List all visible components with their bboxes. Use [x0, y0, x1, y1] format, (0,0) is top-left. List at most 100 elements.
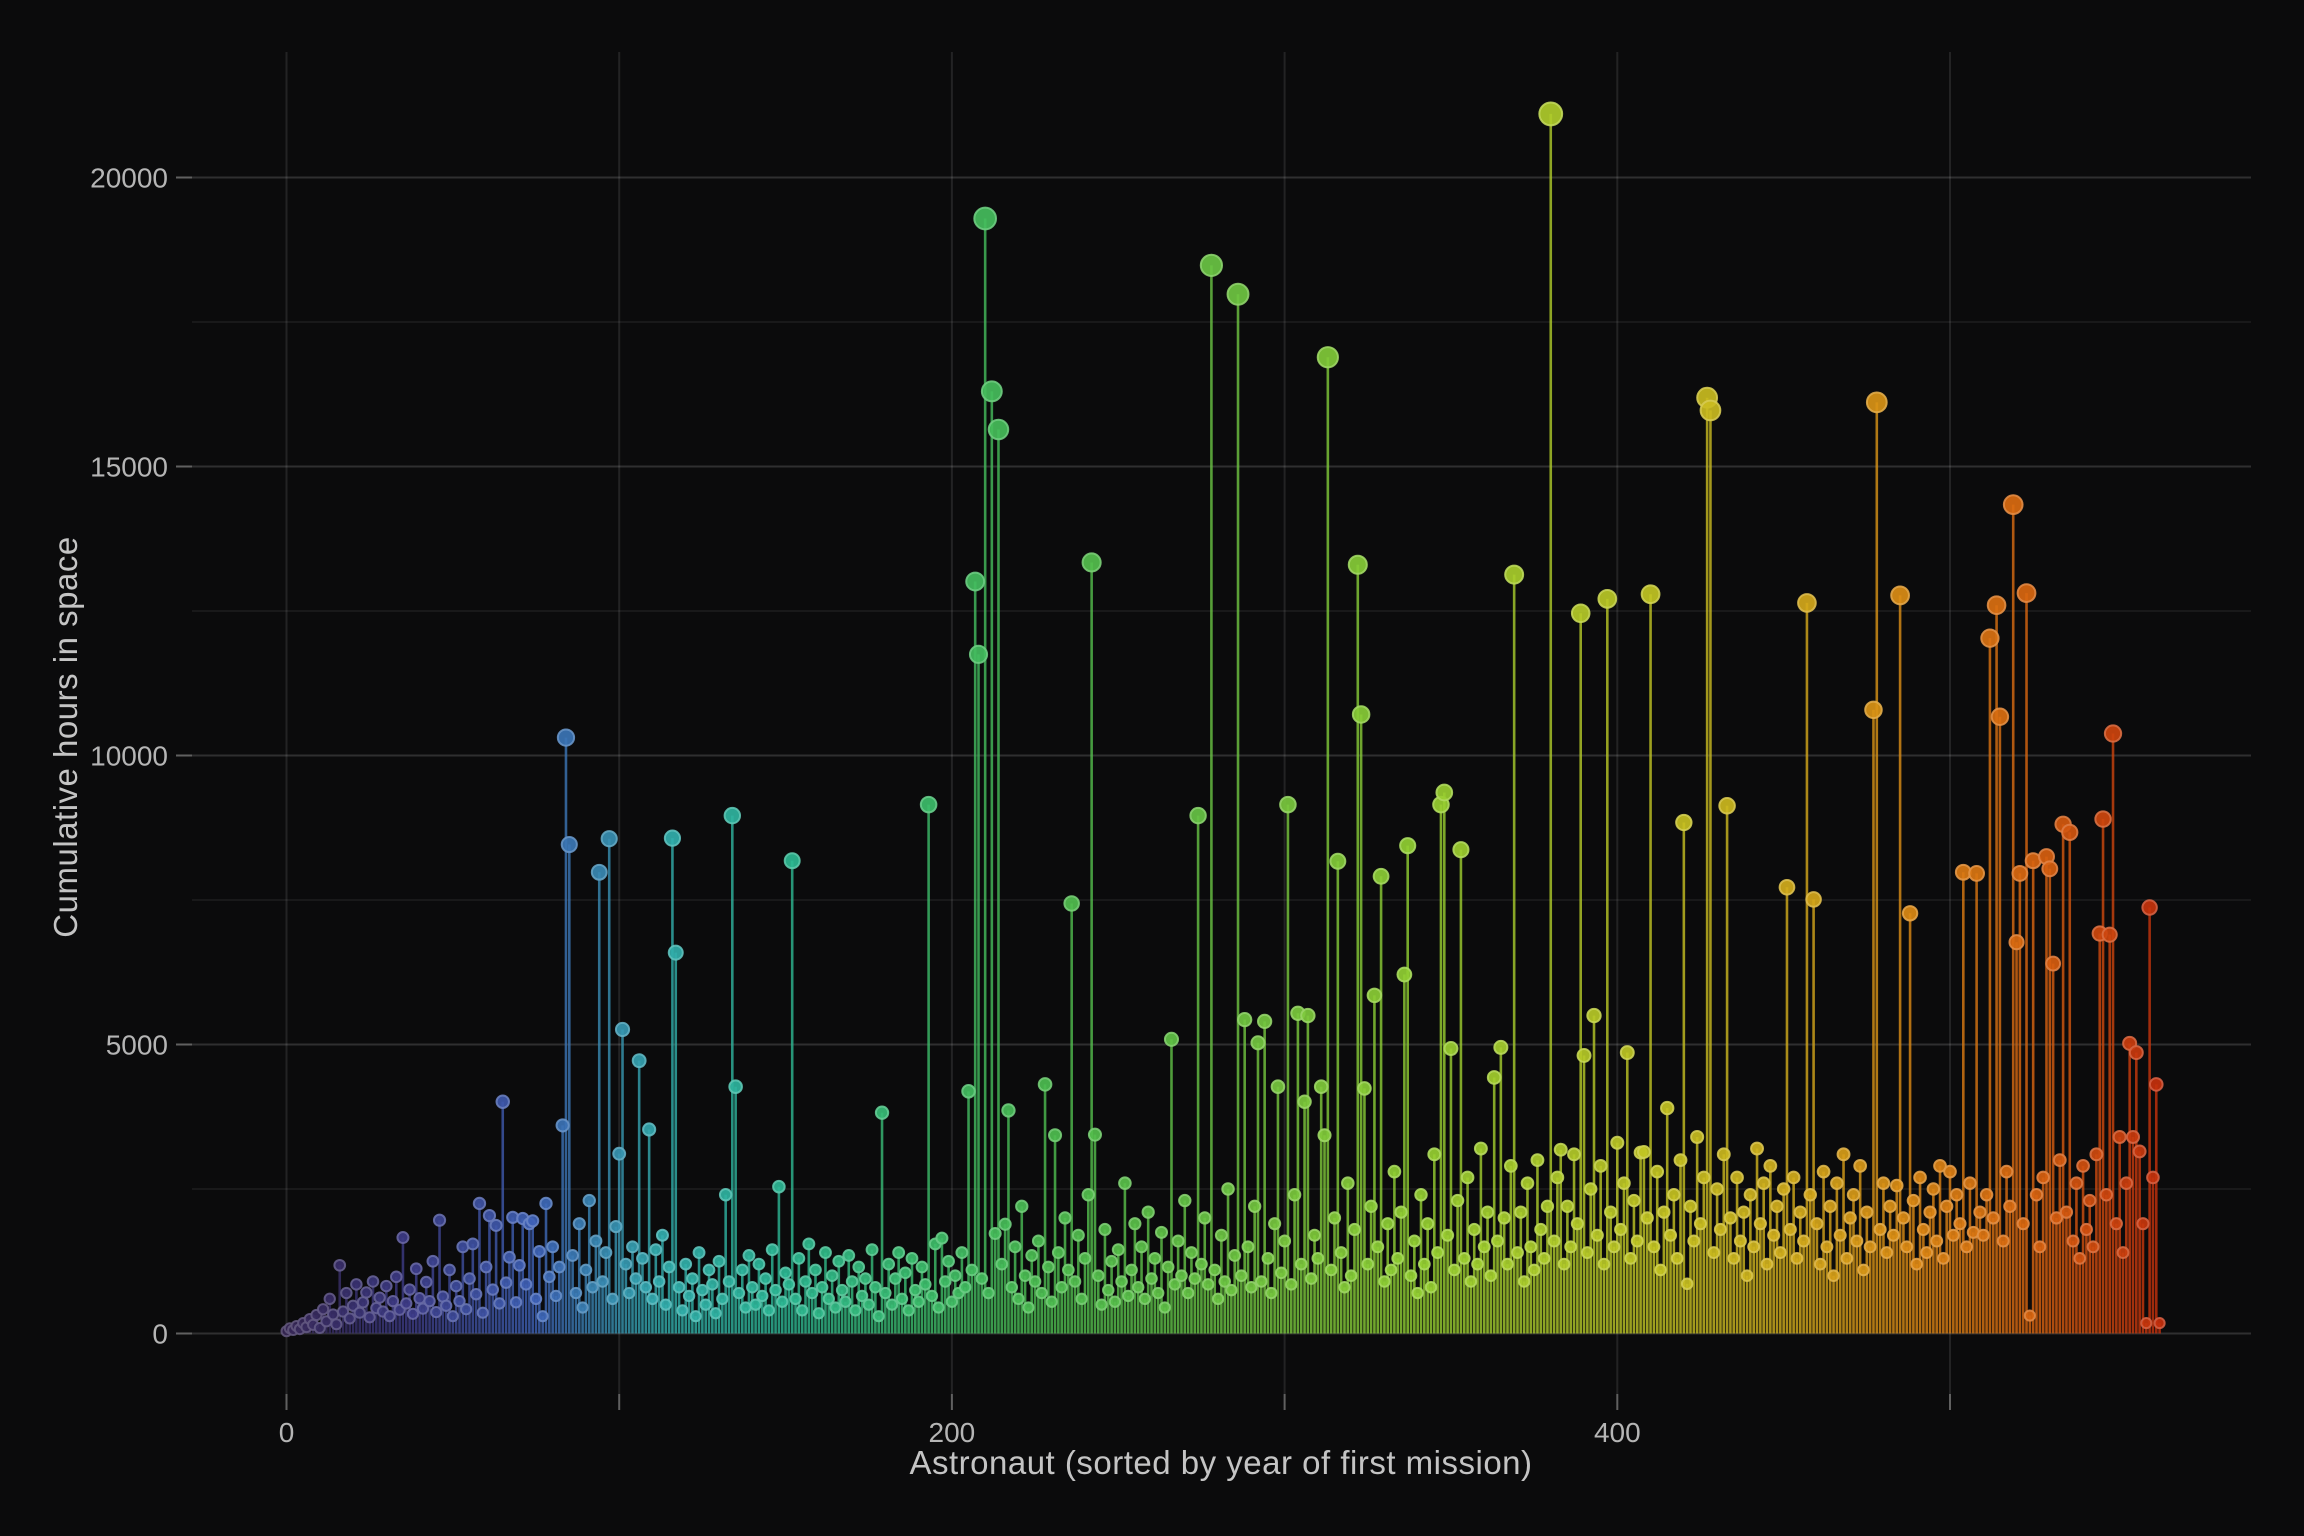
lollipop-dot: [1452, 841, 1470, 859]
lollipop-dot: [1431, 1246, 1445, 1260]
lollipop-dot: [1840, 1251, 1854, 1265]
lollipop-dot: [975, 1272, 989, 1285]
lollipop-dot: [353, 1306, 366, 1319]
lollipop-dot: [1055, 1281, 1068, 1294]
lollipop-dot: [1255, 1275, 1268, 1288]
lollipop-dot: [1873, 1222, 1887, 1237]
lollipop-dot: [1344, 1269, 1358, 1283]
lollipop-dot: [961, 1084, 976, 1099]
lollipop-dot: [1770, 1199, 1784, 1214]
lollipop-dot: [1664, 1228, 1678, 1242]
lollipop-dot: [430, 1306, 443, 1319]
lollipop-dot: [1570, 603, 1591, 624]
lollipop-dot: [805, 1286, 819, 1300]
lollipop-dot: [1564, 1240, 1578, 1254]
lollipop-dot: [716, 1292, 729, 1306]
lollipop-dot: [1460, 1170, 1475, 1185]
lollipop-dot: [614, 1021, 631, 1038]
lollipop-dot: [1836, 1147, 1851, 1162]
lollipop-dot: [1880, 1246, 1894, 1260]
lollipop-dot: [2094, 810, 2112, 828]
lollipop-dot: [1926, 1182, 1941, 1196]
lollipop-dot: [1095, 1298, 1108, 1311]
lollipop-dot: [1221, 1182, 1235, 1196]
lollipop-dot: [466, 1237, 480, 1251]
lollipop-dot: [799, 1275, 812, 1288]
lollipop-dot: [1743, 1188, 1758, 1202]
lollipop-dot: [769, 1283, 782, 1297]
lollipop-dot: [885, 1298, 899, 1311]
lollipop-dot: [589, 1234, 603, 1248]
lollipop-dot: [1557, 1257, 1571, 1271]
lollipop-dot: [1486, 1070, 1502, 1085]
lollipop-dot: [1673, 1153, 1688, 1168]
lollipop-dot: [1710, 1182, 1724, 1196]
lollipop-dot: [1185, 1246, 1198, 1260]
lollipop-dot: [2041, 860, 2059, 878]
lollipop-dot: [499, 1276, 513, 1289]
lollipop-dot: [1063, 895, 1080, 912]
lollipop-dot: [1045, 1295, 1058, 1308]
lollipop-dot: [1001, 1103, 1016, 1118]
lollipop-dot: [432, 1213, 447, 1227]
lollipop-dot: [1435, 783, 1454, 802]
lollipop-dot: [1125, 1263, 1138, 1277]
lollipop-dot: [2086, 1240, 2100, 1254]
lollipop-dot: [1387, 1164, 1402, 1179]
lollipop-dot: [1946, 1228, 1960, 1242]
lollipop-dot: [792, 1251, 806, 1265]
lollipop-dot: [529, 1292, 543, 1306]
lollipop-dot: [360, 1286, 373, 1299]
lollipop-dot: [1062, 1263, 1075, 1277]
lollipop-dot: [1316, 346, 1339, 369]
lollipop-dot: [909, 1283, 922, 1297]
lollipop-dot: [440, 1299, 453, 1312]
lollipop-dot: [2003, 1199, 2017, 1214]
lollipop-dot: [1189, 806, 1207, 825]
lollipop-dot: [955, 1246, 969, 1260]
lollipop-dot: [1361, 1257, 1375, 1271]
lollipop-dot: [1843, 1211, 1857, 1225]
lollipop-dot: [2029, 1188, 2044, 1202]
lollipop-dot: [1327, 1211, 1342, 1225]
lollipop-dot: [539, 1196, 553, 1211]
lollipop-dot: [599, 1246, 613, 1260]
lollipop-dot: [902, 1304, 915, 1317]
lollipop-dot: [389, 1270, 403, 1284]
lollipop-dot: [1767, 1228, 1781, 1242]
lollipop-dot: [655, 1228, 669, 1242]
lollipop-dot: [1530, 1153, 1545, 1168]
y-tick-label: 0: [152, 1319, 168, 1350]
lollipop-dot: [2136, 1217, 2150, 1231]
lollipop-dot: [1168, 1278, 1182, 1291]
lollipop-dot: [1520, 1176, 1535, 1191]
lollipop-dot: [1790, 1251, 1804, 1265]
lollipop-dot: [696, 1283, 709, 1297]
lollipop-dot: [1654, 1263, 1667, 1277]
lollipop-dot: [1399, 837, 1417, 855]
lollipop-dot: [556, 728, 576, 747]
lollipop-dot: [1517, 1275, 1531, 1288]
lollipop-dot: [1313, 1079, 1329, 1094]
lollipop-dot: [1976, 1228, 1990, 1242]
lollipop-dot: [1464, 1275, 1478, 1288]
lollipop-dot: [2153, 1317, 2166, 1330]
lollipop-dot: [1538, 101, 1564, 127]
lollipop-dot: [938, 1275, 952, 1288]
lollipop-dot: [1424, 1281, 1438, 1294]
lollipop-dot: [735, 1263, 749, 1277]
lollipop-dot: [739, 1301, 752, 1314]
lollipop-dot: [882, 1257, 896, 1271]
lollipop-dot: [1025, 1249, 1039, 1262]
lollipop-dot: [1265, 1286, 1278, 1300]
lollipop-dot: [809, 1263, 822, 1277]
lollipop-dot: [1022, 1301, 1035, 1314]
lollipop-dot: [1351, 705, 1371, 724]
lollipop-dot: [549, 1289, 563, 1303]
lollipop-dot: [1590, 1228, 1604, 1242]
lollipop-dot: [1357, 1081, 1372, 1096]
lollipop-dot: [1973, 1205, 1987, 1219]
lollipop-dot: [802, 1237, 816, 1251]
